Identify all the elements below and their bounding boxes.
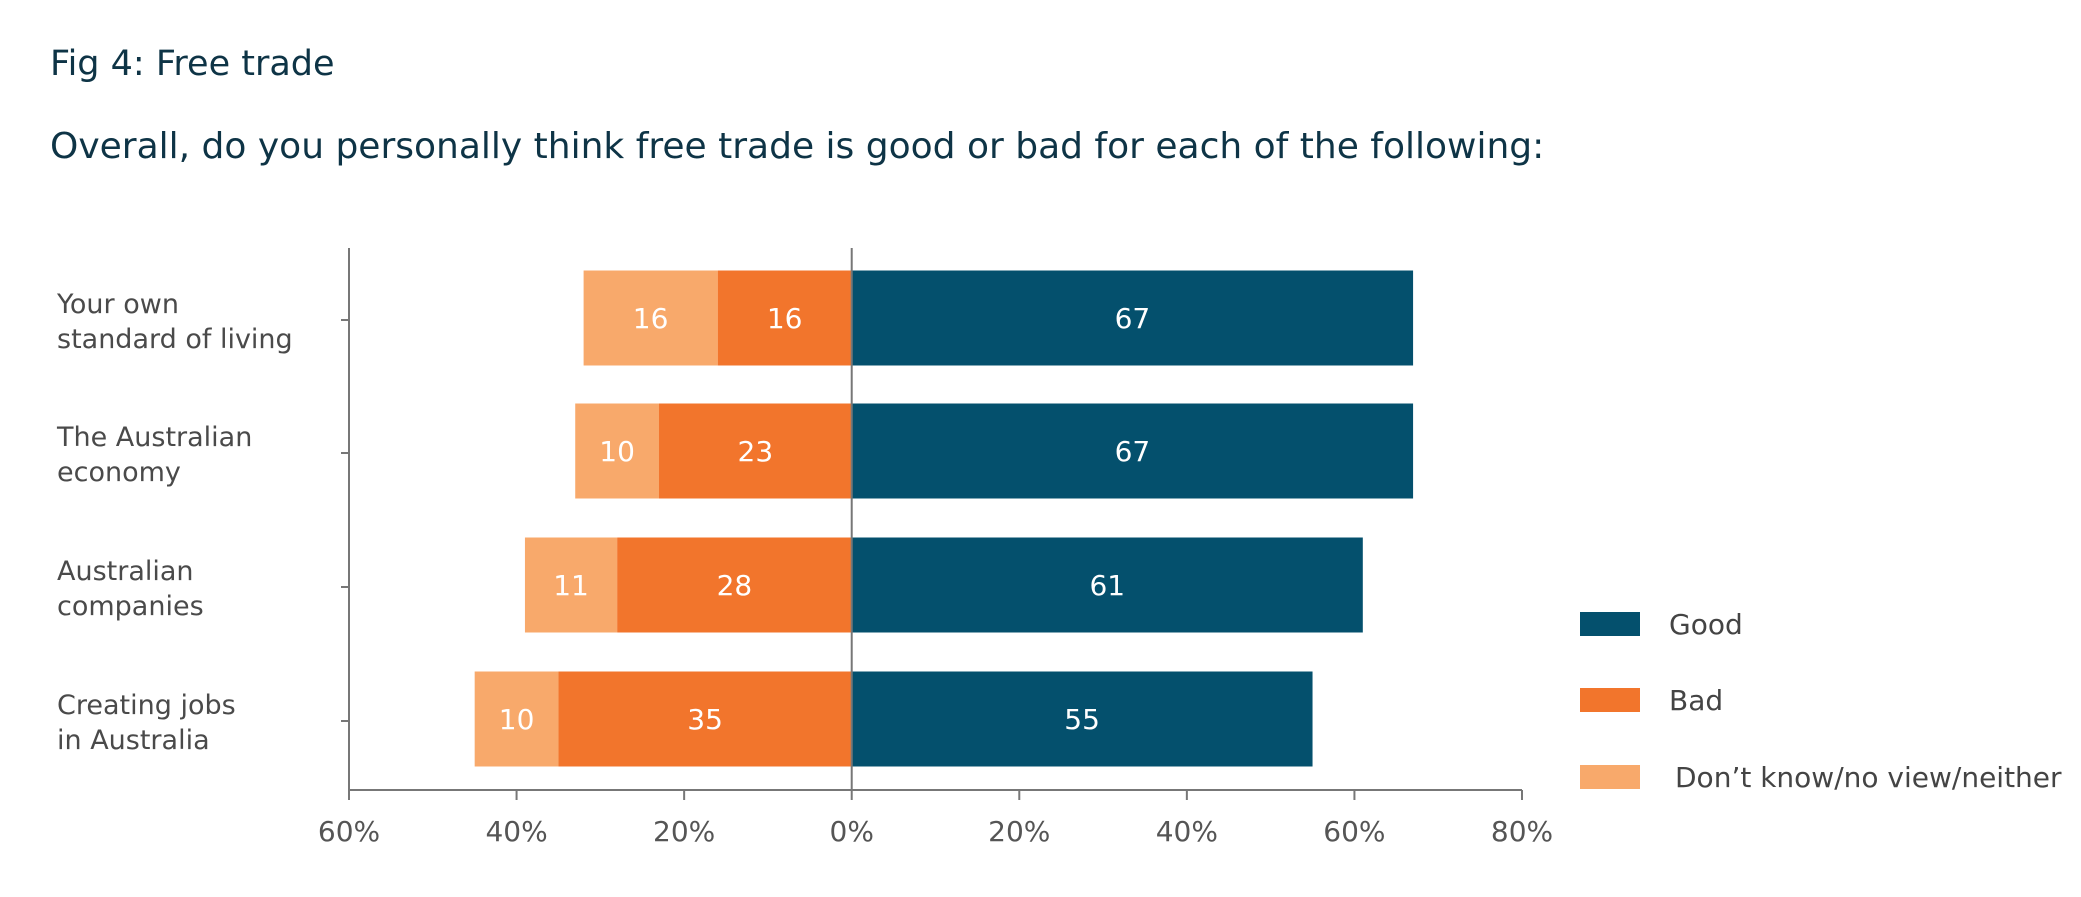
labels-group: 67 16 16 Your own standard of living 67 23 10 Th… bbox=[56, 289, 1553, 848]
value-label-bad-3: 35 bbox=[687, 703, 723, 736]
category-label-2-0: Australian bbox=[57, 556, 194, 587]
legend-swatch-0 bbox=[1580, 612, 1640, 636]
x-tick-label-0: 60% bbox=[318, 815, 380, 848]
legend-label-0: Good bbox=[1669, 608, 1743, 641]
x-tick-label-4: 20% bbox=[988, 815, 1050, 848]
category-label-3-1: in Australia bbox=[57, 725, 210, 756]
value-label-bad-2: 28 bbox=[717, 569, 753, 602]
bar-good-1 bbox=[851, 403, 1414, 499]
bar-good-2 bbox=[851, 537, 1363, 633]
legend-swatch-2 bbox=[1580, 765, 1640, 789]
bar-bad-2 bbox=[617, 537, 852, 633]
bar-bad-3 bbox=[558, 671, 852, 767]
legend-swatch-1 bbox=[1580, 688, 1640, 712]
value-label-dontknow-2: 11 bbox=[553, 569, 589, 602]
x-tick-label-2: 20% bbox=[653, 815, 715, 848]
value-label-dontknow-3: 10 bbox=[499, 703, 535, 736]
legend-label-1: Bad bbox=[1669, 684, 1723, 717]
value-label-bad-1: 23 bbox=[738, 435, 774, 468]
x-tick-label-6: 60% bbox=[1323, 815, 1385, 848]
category-label-1-1: economy bbox=[57, 457, 181, 488]
bars-group bbox=[474, 270, 1414, 767]
x-tick-label-5: 40% bbox=[1156, 815, 1218, 848]
x-tick-label-7: 80% bbox=[1491, 815, 1553, 848]
category-label-1-0: The Australian bbox=[56, 422, 252, 453]
bar-bad-1 bbox=[659, 403, 852, 499]
category-label-0-0: Your own bbox=[56, 289, 179, 320]
x-tick-label-3: 0% bbox=[830, 815, 874, 848]
chart-title: Fig 4: Free trade bbox=[50, 44, 335, 84]
bar-dontknow-1 bbox=[575, 403, 660, 499]
value-label-dontknow-0: 16 bbox=[633, 302, 669, 335]
value-label-good-0: 67 bbox=[1115, 302, 1151, 335]
value-label-bad-0: 16 bbox=[767, 302, 803, 335]
legend: Good Bad Don’t know/no view/neither bbox=[1580, 608, 2062, 794]
axes-group bbox=[341, 248, 1523, 800]
category-label-2-1: companies bbox=[57, 591, 204, 622]
category-label-0-1: standard of living bbox=[57, 324, 293, 355]
value-label-dontknow-1: 10 bbox=[599, 435, 635, 468]
bar-dontknow-2 bbox=[524, 537, 618, 633]
bar-dontknow-3 bbox=[474, 671, 559, 767]
value-label-good-2: 61 bbox=[1089, 569, 1125, 602]
legend-label-2: Don’t know/no view/neither bbox=[1675, 761, 2062, 794]
bar-good-0 bbox=[851, 270, 1414, 366]
x-tick-label-1: 40% bbox=[485, 815, 547, 848]
value-label-good-1: 67 bbox=[1115, 435, 1151, 468]
bar-good-3 bbox=[851, 671, 1313, 767]
chart-subtitle: Overall, do you personally think free tr… bbox=[50, 126, 1545, 167]
value-label-good-3: 55 bbox=[1064, 703, 1100, 736]
category-label-3-0: Creating jobs bbox=[57, 690, 236, 721]
bar-bad-0 bbox=[717, 270, 852, 366]
bar-dontknow-0 bbox=[583, 270, 718, 366]
